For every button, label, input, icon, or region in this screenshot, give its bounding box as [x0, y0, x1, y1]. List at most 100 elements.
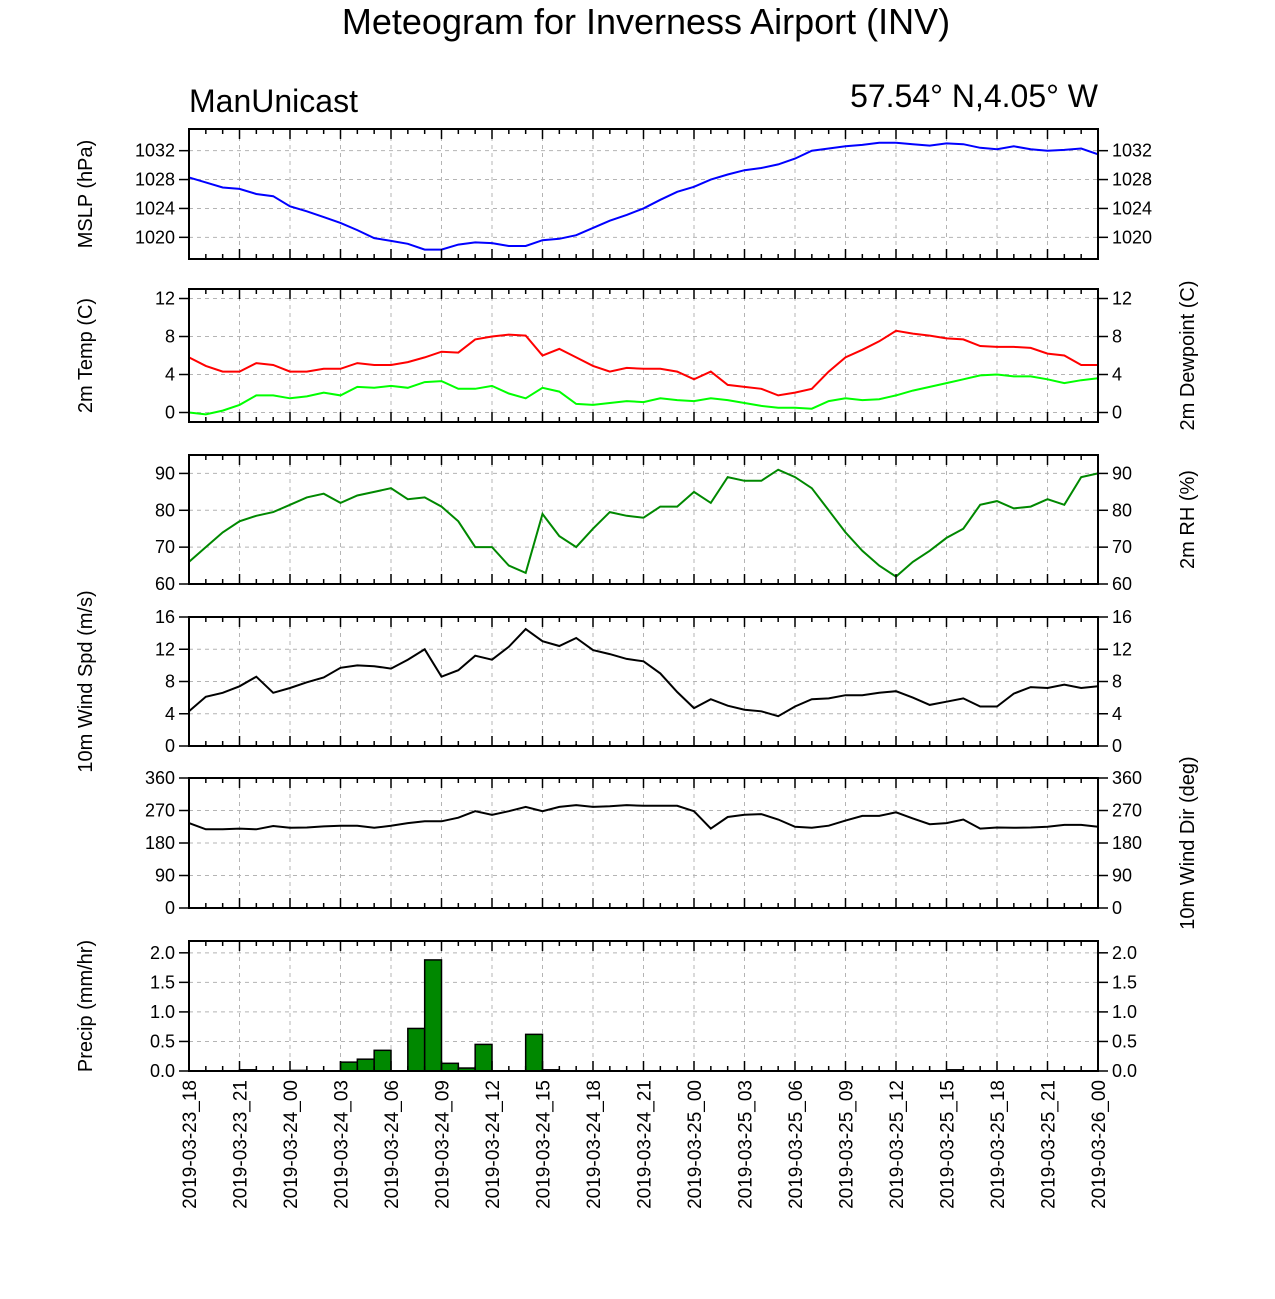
x-tick-label: 2019-03-24_09 [433, 1080, 454, 1209]
y-tick-label-right: 1032 [1112, 141, 1152, 161]
y-tick-label-right: 8 [1112, 672, 1122, 692]
y-axis-label-left: Precip (mm/hr) [75, 940, 97, 1072]
y-tick-label-right: 2.0 [1112, 943, 1137, 963]
panels: 1020 1020 1024 1024 1028 1028 1032 1032 MSLP (hP… [75, 128, 1199, 1081]
y-tick-label-left: 4 [165, 704, 175, 724]
y-tick-label-right: 4 [1112, 365, 1122, 385]
y-axis-label-right: 2m Dewpoint (C) [1177, 280, 1199, 430]
y-tick-label-left: 1.5 [150, 972, 175, 992]
y-tick-label-left: 0 [165, 736, 175, 756]
wind-speed-line [188, 627, 1099, 718]
y-axis-label-right: 10m Wind Dir (deg) [1177, 756, 1199, 929]
grid-wind-direction [188, 778, 1099, 908]
y-tick-label-left: 12 [155, 639, 175, 659]
y-tick-label-right: 80 [1112, 500, 1132, 520]
y-tick-label-right: 90 [1112, 866, 1132, 886]
precip-bar [356, 1058, 375, 1072]
y-tick-label-left: 2.0 [150, 943, 175, 963]
y-tick-label-left: 8 [165, 672, 175, 692]
x-tick-label: 2019-03-24_06 [382, 1080, 403, 1209]
y-tick-label-left: 180 [145, 833, 175, 853]
y-tick-label-left: 270 [145, 801, 175, 821]
y-tick-label-right: 12 [1112, 289, 1132, 309]
y-tick-label-right: 1.0 [1112, 1002, 1137, 1022]
x-tick-label: 2019-03-25_21 [1039, 1080, 1060, 1209]
y-tick-label-right: 1.5 [1112, 972, 1137, 992]
y-tick-label-left: 1020 [135, 227, 175, 247]
x-tick-label: 2019-03-24_21 [635, 1080, 656, 1209]
y-tick-label-left: 80 [155, 500, 175, 520]
x-tick-label: 2019-03-24_00 [281, 1080, 302, 1209]
panel-mslp: 1020 1020 1024 1024 1028 1028 1032 1032 MSLP (hP… [75, 128, 1152, 260]
y-tick-label-right: 180 [1112, 833, 1142, 853]
x-tick-label: 2019-03-25_09 [837, 1080, 858, 1209]
y-tick-label-left: 0 [165, 403, 175, 423]
y-tick-label-left: 0 [165, 898, 175, 918]
y-tick-label-right: 8 [1112, 327, 1122, 347]
y-tick-label-left: 60 [155, 574, 175, 594]
x-tick-label: 2019-03-24_15 [534, 1080, 555, 1209]
grid-mslp [188, 129, 1099, 259]
location-label: 57.54° N,4.05° W [850, 78, 1099, 114]
temp-line [188, 329, 1098, 397]
y-tick-label-left: 90 [155, 866, 175, 886]
grid-humidity [188, 455, 1099, 584]
y-axis-label-left: 10m Wind Spd (m/s) [75, 590, 97, 772]
y-tick-label-right: 360 [1112, 768, 1142, 788]
y-tick-label-right: 0 [1112, 403, 1122, 423]
y-tick-label-left: 0.5 [150, 1031, 175, 1051]
model-label: ManUnicast [189, 83, 358, 119]
y-tick-label-right: 0.5 [1112, 1031, 1137, 1051]
x-tick-label: 2019-03-24_18 [584, 1080, 605, 1209]
y-tick-label-right: 1024 [1112, 198, 1152, 218]
panel-temperature: 0 0 4 4 8 8 12 12 2m Temp (C) 2m Dewpoint (C) [75, 280, 1199, 430]
grid-precipitation [188, 941, 1099, 1071]
y-tick-label-right: 60 [1112, 574, 1132, 594]
x-tick-label: 2019-03-25_06 [786, 1080, 807, 1209]
x-tick-label: 2019-03-25_12 [887, 1080, 908, 1209]
chart-title: Meteogram for Inverness Airport (INV) [342, 1, 950, 42]
dewpoint-line [188, 373, 1099, 416]
panel-wind-speed: 0 0 4 4 8 8 12 12 16 16 10m Wind Spd (m/s) [75, 590, 1132, 772]
y-axis-label-left: MSLP (hPa) [75, 140, 97, 249]
y-tick-label-left: 360 [145, 768, 175, 788]
y-tick-label-right: 0 [1112, 898, 1122, 918]
y-tick-label-left: 4 [165, 365, 175, 385]
precip-bar [407, 1027, 426, 1072]
y-axis-label-left: 2m Temp (C) [75, 298, 97, 413]
x-tick-label: 2019-03-24_12 [483, 1080, 504, 1209]
y-tick-label-right: 1028 [1112, 170, 1152, 190]
mslp-line [188, 141, 1099, 251]
y-tick-label-right: 70 [1112, 537, 1132, 557]
y-tick-label-left: 1.0 [150, 1002, 175, 1022]
y-tick-label-right: 1020 [1112, 227, 1152, 247]
y-tick-label-right: 270 [1112, 801, 1142, 821]
precip-bar [440, 1062, 460, 1072]
x-tick-label: 2019-03-23_21 [231, 1080, 252, 1209]
y-tick-label-left: 1024 [135, 198, 175, 218]
y-tick-label-right: 0 [1112, 736, 1122, 756]
y-tick-label-right: 12 [1112, 639, 1132, 659]
y-tick-label-right: 0.0 [1112, 1061, 1137, 1081]
panel-humidity: 60 60 70 70 80 80 90 90 2m RH (%) [155, 454, 1199, 594]
panel-precipitation: 0.0 0.0 0.5 0.5 1.0 1.0 1.5 1.5 2.0 2.0 Precip (mm… [75, 940, 1137, 1081]
precip-bar [524, 1033, 544, 1072]
x-tick-label: 2019-03-25_03 [736, 1080, 757, 1209]
x-tick-label: 2019-03-24_03 [332, 1080, 353, 1209]
x-tick-label: 2019-03-25_00 [685, 1080, 706, 1209]
rh-line [188, 468, 1099, 578]
y-tick-label-right: 90 [1112, 463, 1132, 483]
panel-wind-direction: 0 0 90 90 180 180 270 270 360 360 10m Wind Dir (de… [145, 756, 1199, 929]
precip-bar [339, 1061, 359, 1072]
y-tick-label-right: 4 [1112, 704, 1122, 724]
y-tick-label-left: 70 [155, 537, 175, 557]
y-tick-label-left: 12 [155, 289, 175, 309]
y-tick-label-left: 16 [155, 607, 175, 627]
precip-bar [474, 1043, 493, 1072]
y-tick-label-left: 1032 [135, 141, 175, 161]
x-tick-label: 2019-03-26_00 [1089, 1080, 1110, 1209]
x-tick-label: 2019-03-23_18 [180, 1080, 201, 1209]
y-tick-label-left: 8 [165, 327, 175, 347]
y-tick-label-left: 1028 [135, 170, 175, 190]
